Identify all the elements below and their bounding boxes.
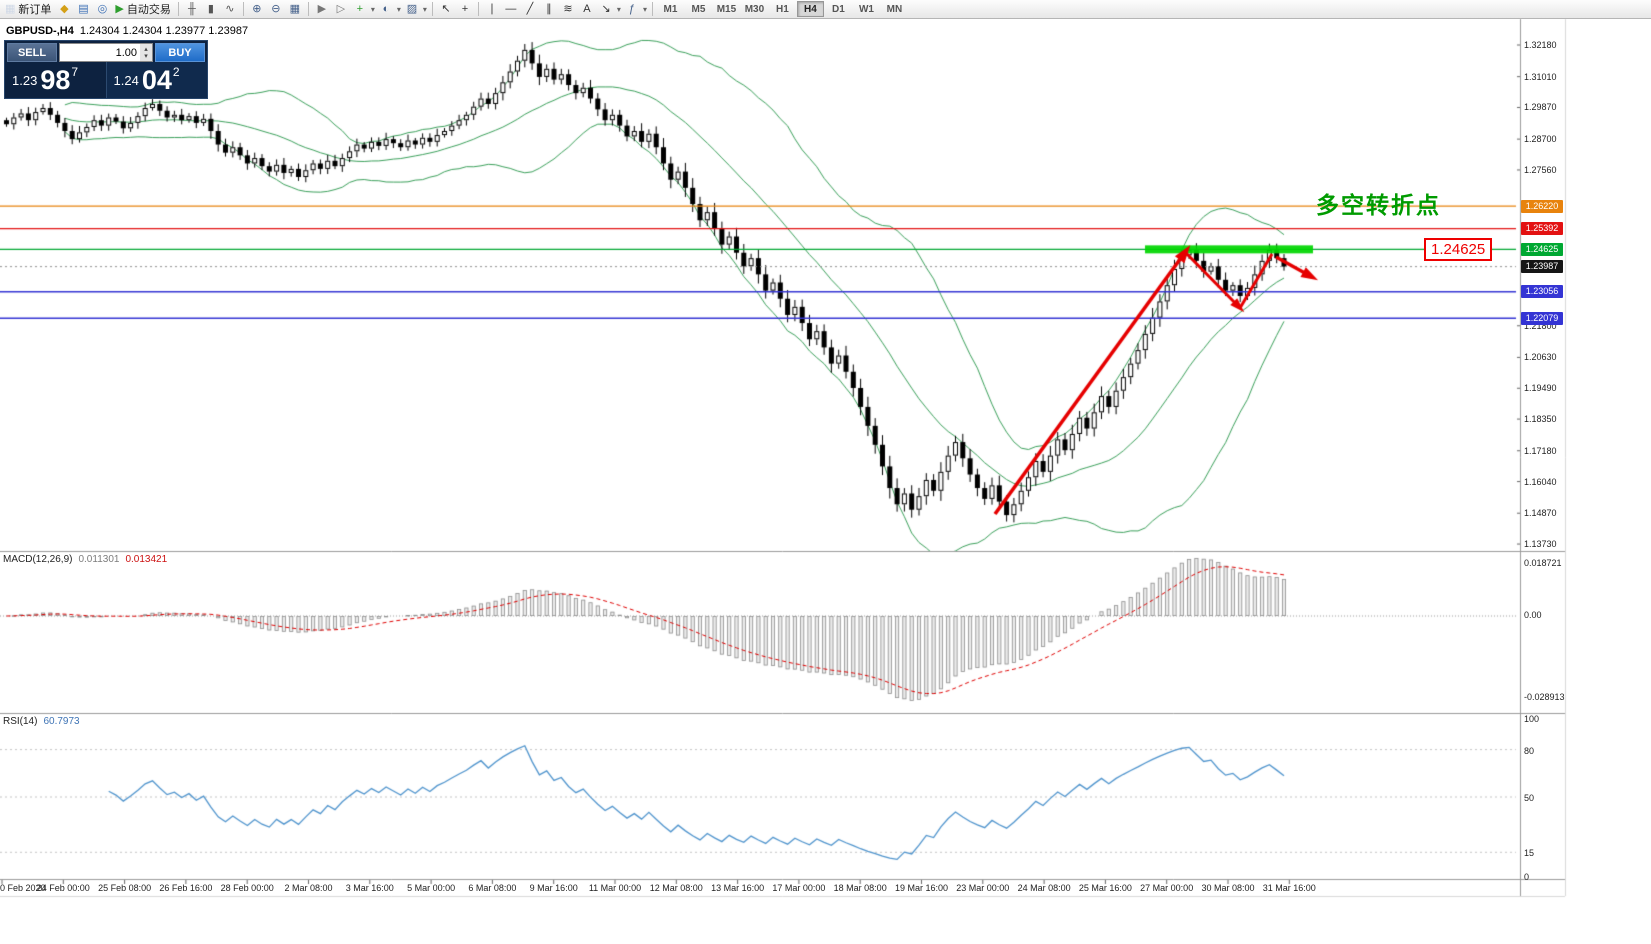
vertical-line-icon[interactable]: ∣ — [483, 1, 501, 18]
zoom-in-icon[interactable]: ⊕ — [248, 1, 266, 18]
timeframe-d1-button[interactable]: D1 — [832, 3, 845, 15]
auto-scroll-icon[interactable]: ▶ — [313, 1, 331, 18]
buy-price[interactable]: 1.24 04 2 — [105, 62, 207, 98]
arrows-tool-icon[interactable]: ↘ — [597, 1, 615, 18]
trendline-icon-icon: ╱ — [526, 2, 534, 15]
data-window-icon[interactable]: ▤ — [74, 1, 92, 18]
navigator-icon-icon: ◎ — [97, 2, 108, 15]
volume-value: 1.00 — [115, 46, 137, 59]
autotrading-icon: ▶ — [115, 2, 124, 15]
spinner-up-icon[interactable]: ▴ — [144, 45, 148, 53]
navigator-icon[interactable]: ◎ — [93, 1, 111, 18]
sell-price[interactable]: 1.23 98 7 — [12, 64, 79, 95]
new-order-button[interactable]: ▦ 新订单 — [2, 1, 54, 18]
candlestick-chart-icon-icon: ▮ — [207, 2, 214, 15]
toolbar-separator — [651, 2, 653, 16]
new-order-icon: ▦ — [5, 2, 16, 15]
cursor-icon-icon: ↖ — [441, 2, 451, 15]
dropdown-caret-icon[interactable]: ▾ — [642, 4, 647, 14]
zoom-out-icon-icon: ⊖ — [271, 2, 281, 15]
trendline-icon[interactable]: ╱ — [521, 1, 539, 18]
crosshair-icon[interactable]: + — [456, 1, 474, 18]
line-chart-icon[interactable]: ∿ — [221, 1, 239, 18]
timeframe-w1-button[interactable]: W1 — [858, 3, 874, 15]
zoom-out-icon[interactable]: ⊖ — [267, 1, 285, 18]
dropdown-caret-icon[interactable]: ▾ — [370, 4, 375, 14]
profiles-icon[interactable]: ◐ — [377, 1, 395, 18]
chart-shift-icon[interactable]: ▷ — [332, 1, 350, 18]
fibonacci-icon-icon: ≋ — [563, 2, 573, 15]
timeframe-m15-button[interactable]: M15 — [716, 3, 737, 15]
sell-button[interactable]: SELL — [7, 43, 57, 62]
market-watch-icon[interactable]: ◆ — [55, 1, 73, 18]
autotrading-button-label: 自动交易 — [126, 4, 171, 16]
volume-input[interactable]: 1.00 ▴ ▾ — [59, 43, 153, 62]
zoom-in-icon-icon: ⊕ — [252, 2, 262, 15]
volume-spinner[interactable]: ▴ ▾ — [140, 44, 152, 61]
indicators-icon-icon: ƒ — [628, 2, 635, 15]
fibonacci-icon[interactable]: ≋ — [559, 1, 577, 18]
timeframe-m5-button[interactable]: M5 — [691, 3, 706, 15]
text-label-icon[interactable]: A — [578, 1, 596, 18]
one-click-trading-panel: SELL 1.00 ▴ ▾ BUY 1.23 98 7 1.24 04 2 — [4, 40, 208, 99]
buy-button[interactable]: BUY — [155, 43, 205, 62]
timeframe-m1-button[interactable]: M1 — [663, 3, 678, 15]
auto-scroll-icon-icon: ▶ — [317, 2, 327, 15]
candlestick-chart-icon[interactable]: ▮ — [202, 1, 220, 18]
line-chart-icon-icon: ∿ — [225, 2, 235, 15]
text-label-icon-icon: A — [583, 2, 591, 15]
equidistant-channel-icon-icon: ∥ — [546, 2, 552, 15]
toolbar-separator — [477, 2, 479, 16]
dropdown-caret-icon[interactable]: ▾ — [422, 4, 427, 14]
timeframe-m30-button[interactable]: M30 — [744, 3, 765, 15]
toolbar-separator — [242, 2, 244, 16]
data-window-icon-icon: ▤ — [78, 2, 89, 15]
timeframe-mn-button[interactable]: MN — [886, 3, 903, 15]
tile-windows-icon-icon: ▦ — [289, 2, 301, 15]
chart-shift-icon-icon: ▷ — [336, 2, 346, 15]
horizontal-line-icon-icon: ― — [505, 2, 517, 15]
toolbar-separator — [431, 2, 433, 16]
new-chart-icon[interactable]: + — [351, 1, 369, 18]
market-watch-icon-icon: ◆ — [60, 2, 69, 15]
spinner-down-icon[interactable]: ▾ — [144, 52, 148, 60]
indicators-icon[interactable]: ƒ — [623, 1, 641, 18]
dropdown-caret-icon[interactable]: ▾ — [616, 4, 621, 14]
templates-icon-icon: ▨ — [406, 2, 418, 15]
timeframe-h1-button[interactable]: H1 — [776, 3, 789, 15]
trade-panel-top-row: SELL 1.00 ▴ ▾ BUY — [5, 41, 207, 62]
horizontal-line-icon[interactable]: ― — [502, 1, 520, 18]
vertical-line-icon-icon: ∣ — [489, 2, 495, 15]
templates-icon[interactable]: ▨ — [403, 1, 421, 18]
toolbar: ▦ 新订单 ◆ ▤ ◎ ▶ 自动交易 ╫ ▮ ∿ ⊕ ⊖ ▦ ▶ ▷ + ▾ ◐ ▾ ▨ ▾ ↖ + ∣ ― ╱ ∥ ≋ A ↘ ▾ ƒ ▾ M1… — [0, 0, 1651, 19]
arrows-tool-icon-icon: ↘ — [601, 2, 611, 15]
timeframe-h4-button[interactable]: H4 — [796, 1, 824, 17]
bar-chart-icon[interactable]: ╫ — [183, 1, 201, 18]
toolbar-separator — [307, 2, 309, 16]
new-order-button-label: 新订单 — [18, 4, 52, 16]
bar-chart-icon-icon: ╫ — [187, 2, 196, 15]
cursor-icon[interactable]: ↖ — [437, 1, 455, 18]
toolbar-separator — [177, 2, 179, 16]
tile-windows-icon[interactable]: ▦ — [286, 1, 304, 18]
dropdown-caret-icon[interactable]: ▾ — [396, 4, 401, 14]
equidistant-channel-icon[interactable]: ∥ — [540, 1, 558, 18]
trade-panel-prices: 1.23 98 7 1.24 04 2 — [5, 62, 207, 98]
profiles-icon-icon: ◐ — [382, 2, 390, 15]
new-chart-icon-icon: + — [356, 2, 364, 15]
autotrading-button[interactable]: ▶ 自动交易 — [112, 1, 173, 18]
crosshair-icon-icon: + — [461, 2, 469, 15]
